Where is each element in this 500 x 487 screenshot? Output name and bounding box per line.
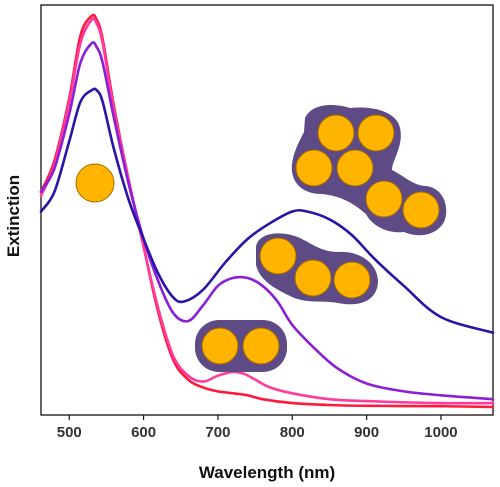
x-tick-label: 500 xyxy=(57,424,82,441)
particle xyxy=(294,259,332,297)
particle xyxy=(295,149,333,187)
series-line-4 xyxy=(39,87,495,334)
monomer-illustration xyxy=(75,163,115,203)
dimer-illustration xyxy=(195,320,287,372)
series-group xyxy=(39,13,495,409)
large-cluster-illustration xyxy=(291,105,447,236)
y-axis-label: Extinction xyxy=(4,175,23,257)
particle xyxy=(317,114,355,152)
particle xyxy=(333,261,371,299)
particle xyxy=(365,180,403,218)
trimer-illustration xyxy=(256,233,378,305)
particle xyxy=(336,149,374,187)
series-line-3 xyxy=(39,41,495,401)
x-tick-label: 700 xyxy=(205,424,230,441)
x-tick-label: 1000 xyxy=(424,424,457,441)
particle xyxy=(201,327,239,365)
x-tick-label: 800 xyxy=(280,424,305,441)
cluster-illustrations xyxy=(75,105,447,372)
x-tick-label: 900 xyxy=(354,424,379,441)
particle xyxy=(259,237,297,275)
x-axis: 500 600 700 800 900 1000 xyxy=(57,415,458,441)
particle xyxy=(242,327,280,365)
particle xyxy=(75,163,115,203)
particle xyxy=(357,114,395,152)
x-axis-label: Wavelength (nm) xyxy=(199,463,335,482)
series-line-1 xyxy=(39,13,495,409)
particle xyxy=(402,191,440,229)
series-line-2 xyxy=(39,17,495,405)
x-tick-label: 600 xyxy=(131,424,156,441)
